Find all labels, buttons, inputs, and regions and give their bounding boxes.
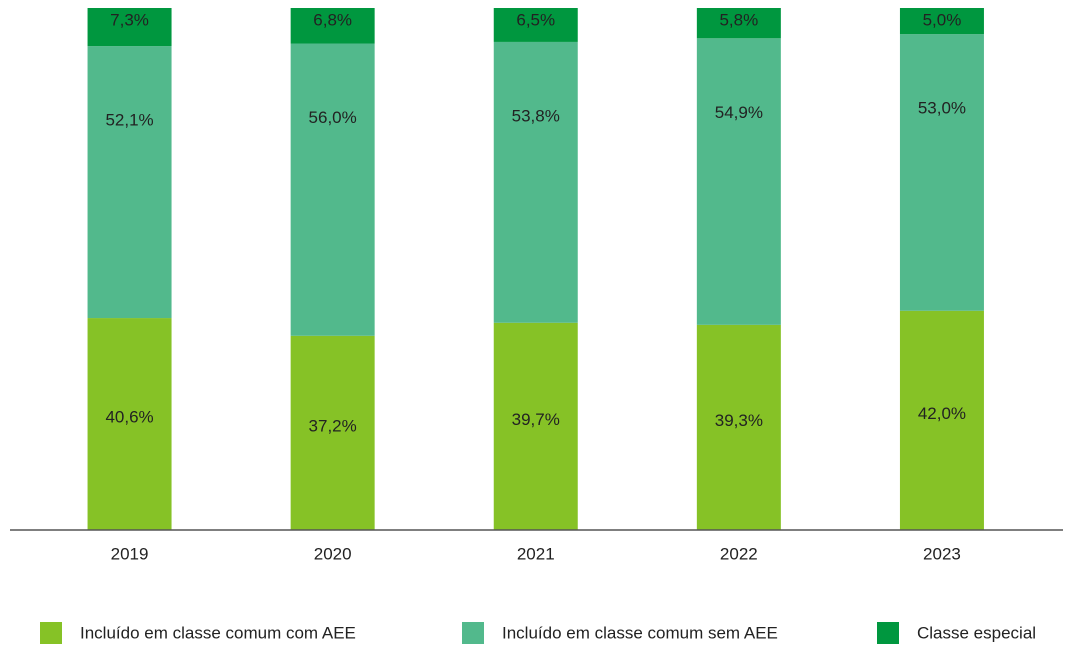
bar-segment [493, 41, 578, 323]
bar-segment [87, 318, 172, 530]
data-label: 39,7% [512, 410, 560, 429]
data-label: 5,0% [923, 10, 962, 29]
x-tick-label: 2020 [314, 544, 352, 563]
bar-segment [290, 335, 375, 530]
data-label: 42,0% [918, 404, 966, 423]
bar-segment [696, 38, 781, 325]
data-label: 54,9% [715, 103, 763, 122]
legend-label: Classe especial [917, 623, 1036, 642]
bar-segment [87, 46, 172, 319]
x-tick-label: 2023 [923, 544, 961, 563]
legend-swatch [462, 622, 484, 644]
data-label: 37,2% [309, 416, 357, 435]
data-label: 6,5% [516, 10, 555, 29]
x-tick-label: 2022 [720, 544, 758, 563]
legend-label: Incluído em classe comum com AEE [80, 623, 356, 642]
bar-segment [899, 8, 984, 35]
data-label: 56,0% [309, 108, 357, 127]
bar-segment [290, 43, 375, 336]
bar-segment [493, 8, 578, 42]
bar-segment [290, 8, 375, 44]
x-tick-label: 2019 [111, 544, 149, 563]
data-label: 53,8% [512, 106, 560, 125]
data-label: 53,0% [918, 99, 966, 118]
data-label: 40,6% [105, 408, 153, 427]
data-label: 39,3% [715, 411, 763, 430]
legend-label: Incluído em classe comum sem AEE [502, 623, 778, 642]
data-label: 52,1% [105, 111, 153, 130]
x-tick-label: 2021 [517, 544, 555, 563]
bar-segment [899, 310, 984, 530]
data-label: 6,8% [313, 10, 352, 29]
bar-segment [493, 322, 578, 530]
bar-segment [696, 8, 781, 39]
data-label: 5,8% [719, 10, 758, 29]
legend-swatch [877, 622, 899, 644]
legend-swatch [40, 622, 62, 644]
bar-segment [87, 8, 172, 47]
bar-segment [899, 34, 984, 311]
bar-segment [696, 324, 781, 530]
data-label: 7,3% [110, 10, 149, 29]
